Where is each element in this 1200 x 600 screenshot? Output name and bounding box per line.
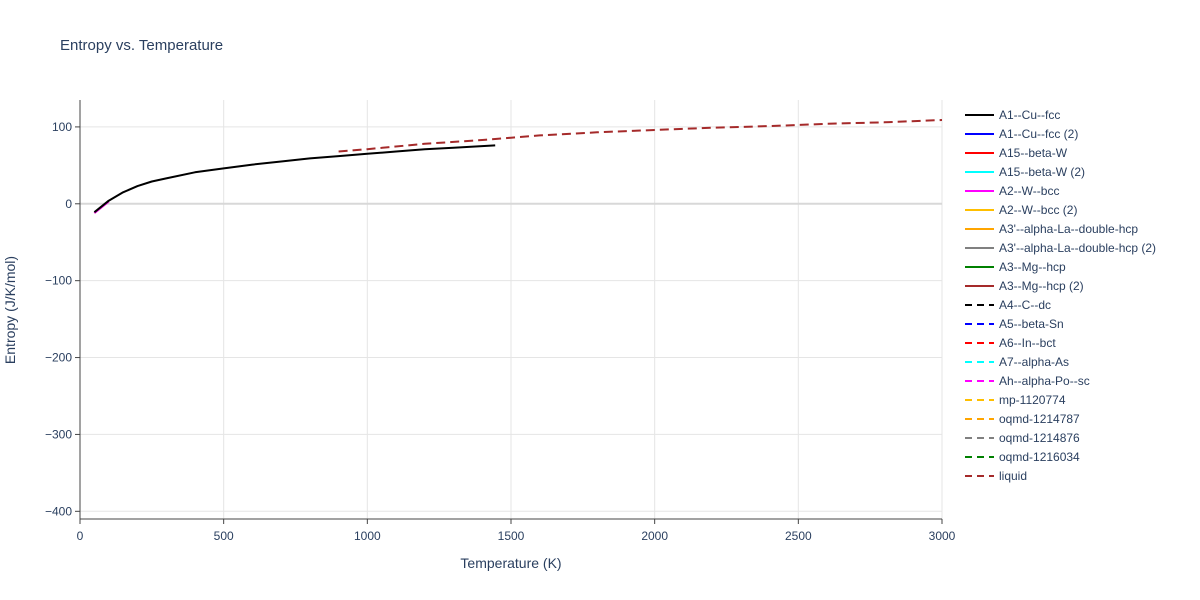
x-tick-label: 500 <box>214 529 234 543</box>
legend-label: A3--Mg--hcp <box>999 260 1066 274</box>
legend: A1--Cu--fcc A1--Cu--fcc (2) A15--beta-W A15… <box>965 108 1156 483</box>
y-tick-label: 100 <box>52 120 72 134</box>
series-line <box>93 144 496 213</box>
legend-label: liquid <box>999 469 1027 483</box>
legend-label: Ah--alpha-Po--sc <box>999 374 1090 388</box>
x-tick-label: 0 <box>77 529 84 543</box>
legend-label: A6--In--bct <box>999 336 1056 350</box>
legend-label: A15--beta-W <box>999 146 1068 160</box>
legend-label: A3'--alpha-La--double-hcp (2) <box>999 241 1156 255</box>
legend-label: A2--W--bcc <box>999 184 1059 198</box>
x-axis-title: Temperature (K) <box>460 555 561 571</box>
series-layer <box>93 119 943 214</box>
legend-label: A4--C--dc <box>999 298 1051 312</box>
legend-label: A3--Mg--hcp (2) <box>999 279 1084 293</box>
x-tick-labels: 0 500 1000 1500 2000 2500 3000 <box>77 529 956 543</box>
legend-label: A1--Cu--fcc (2) <box>999 127 1078 141</box>
legend-label: oqmd-1214876 <box>999 431 1080 445</box>
legend-label: A15--beta-W (2) <box>999 165 1085 179</box>
y-tick-label: 0 <box>65 197 72 211</box>
series-line <box>338 119 943 153</box>
x-tick-label: 2500 <box>785 529 812 543</box>
y-tick-label: −200 <box>45 351 72 365</box>
x-tick-label: 1000 <box>354 529 381 543</box>
legend-label: A3'--alpha-La--double-hcp <box>999 222 1138 236</box>
x-tick-label: 1500 <box>498 529 525 543</box>
legend-label: A7--alpha-As <box>999 355 1069 369</box>
x-tick-label: 3000 <box>929 529 956 543</box>
legend-label: oqmd-1214787 <box>999 412 1080 426</box>
y-tick-label: −400 <box>45 504 72 518</box>
grid <box>80 100 943 519</box>
legend-label: A1--Cu--fcc <box>999 108 1060 122</box>
legend-label: A2--W--bcc (2) <box>999 203 1077 217</box>
x-tick-label: 2000 <box>641 529 668 543</box>
y-tick-label: −100 <box>45 274 72 288</box>
legend-label: mp-1120774 <box>999 393 1066 407</box>
legend-label: oqmd-1216034 <box>999 450 1080 464</box>
axes <box>75 100 943 524</box>
y-tick-labels: 100 0 −100 −200 −300 −400 <box>45 120 72 518</box>
y-axis-title: Entropy (J/K/mol) <box>2 256 18 364</box>
legend-label: A5--beta-Sn <box>999 317 1064 331</box>
chart-title: Entropy vs. Temperature <box>60 37 223 54</box>
y-tick-label: −300 <box>45 427 72 441</box>
